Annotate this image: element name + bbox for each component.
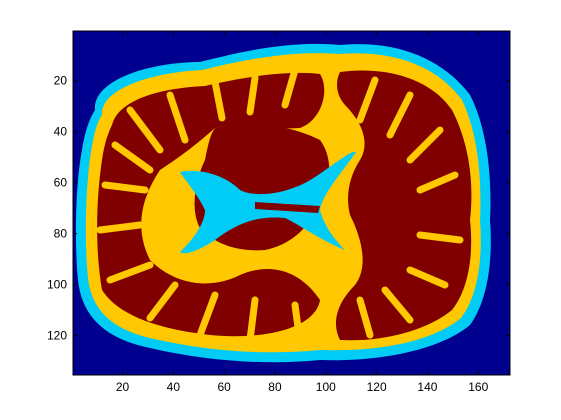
x-tick-label: 40 (167, 380, 181, 394)
y-tick-label: 60 (54, 176, 68, 190)
y-tick-label: 80 (54, 227, 68, 241)
y-axis-ticks: 20 40 60 80 100 120 (47, 74, 510, 343)
y-tick-label: 120 (47, 329, 67, 343)
brain-segmentation (75, 43, 491, 363)
x-tick-label: 120 (367, 380, 387, 394)
x-tick-label: 100 (316, 380, 336, 394)
midline-structure (255, 202, 320, 213)
x-tick-label: 140 (417, 380, 437, 394)
x-axis-ticks: 20 40 60 80 100 120 140 160 (116, 31, 489, 394)
y-tick-label: 20 (54, 74, 68, 88)
lateral-ventricles (180, 151, 356, 254)
x-tick-label: 60 (217, 380, 231, 394)
y-tick-label: 40 (54, 125, 68, 139)
x-tick-label: 20 (116, 380, 130, 394)
sulci-folds (96, 66, 464, 346)
axes-frame (72, 30, 511, 376)
x-tick-label: 80 (268, 380, 282, 394)
x-tick-label: 160 (468, 380, 488, 394)
y-tick-label: 100 (47, 278, 67, 292)
